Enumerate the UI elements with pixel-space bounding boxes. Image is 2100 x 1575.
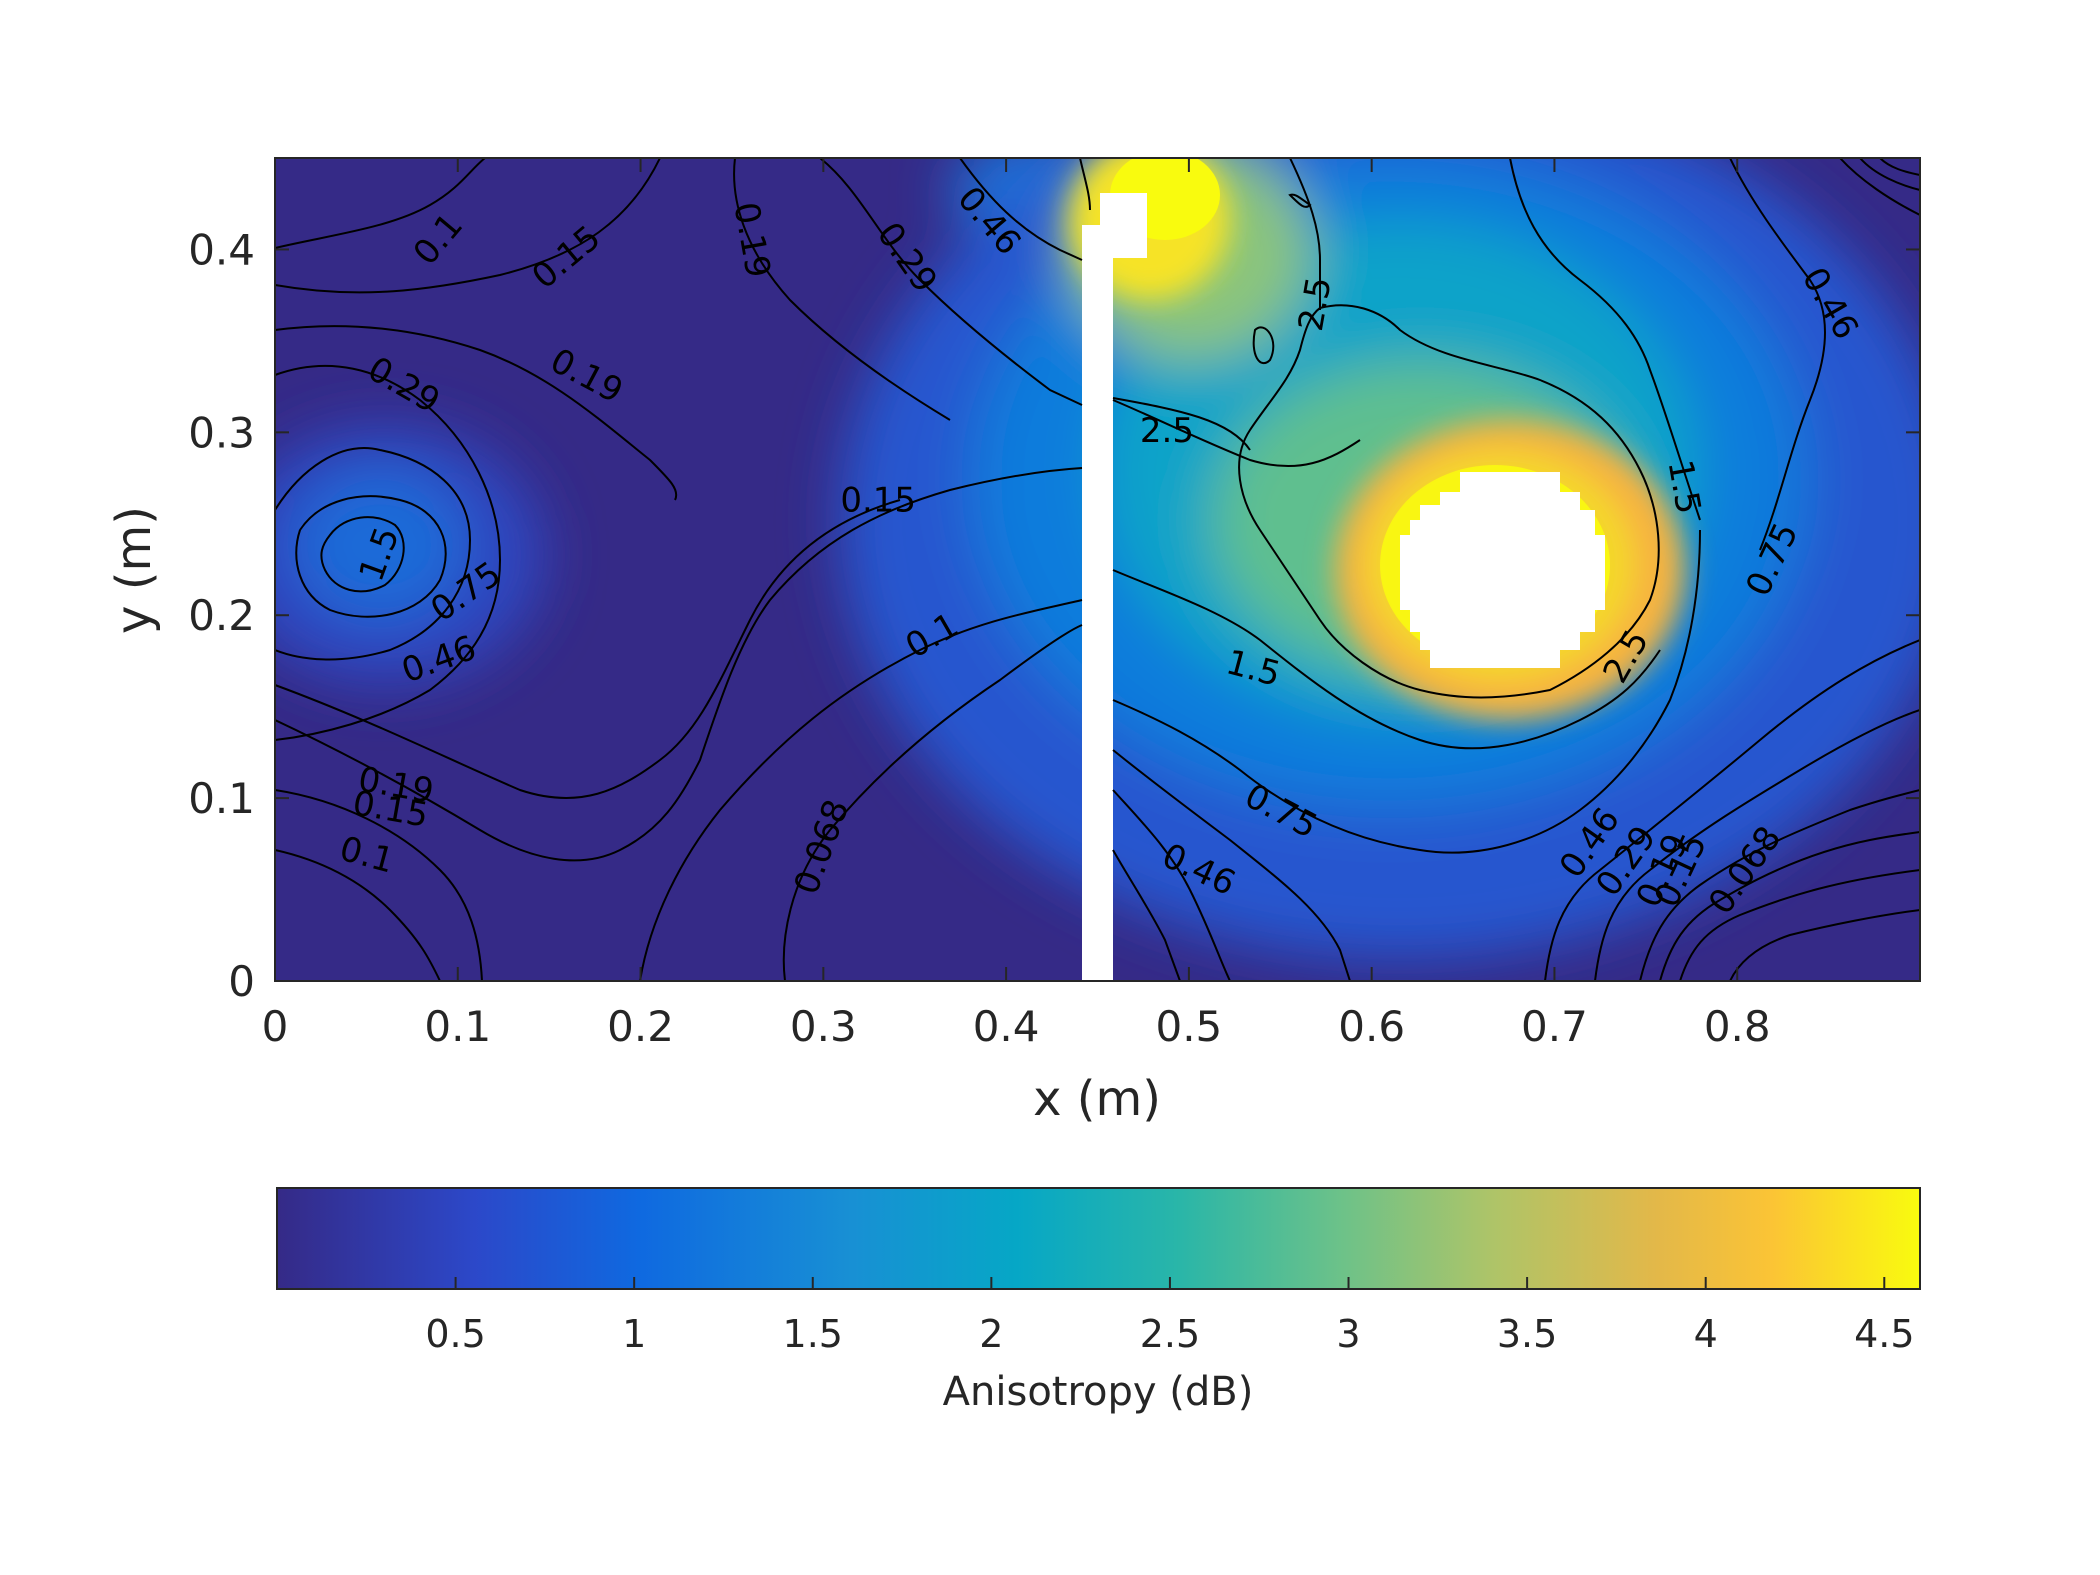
colorbar-tick-label: 4 <box>1694 1312 1718 1356</box>
masked-strip <box>1082 193 1147 981</box>
contour-line <box>1112 749 1351 981</box>
contour-line <box>1079 158 1091 211</box>
contour-line <box>295 495 447 618</box>
y-axis-title: y (m) <box>106 506 162 634</box>
y-tick-label: 0.4 <box>188 225 255 274</box>
contour-line <box>1112 569 1661 750</box>
colorbar-tick-label: 1.5 <box>783 1312 843 1356</box>
plot-frame <box>274 157 1921 982</box>
contour-line <box>1289 158 1321 310</box>
y-tick-label: 0.3 <box>188 408 255 457</box>
x-tick-label: 0.8 <box>1704 1002 1771 1051</box>
blob-left-inner <box>295 470 465 620</box>
colorbar-tick-label: 0.5 <box>425 1312 485 1356</box>
contour-line <box>819 158 1083 406</box>
colorbar-title: Anisotropy (dB) <box>943 1369 1254 1415</box>
contour-line <box>275 447 472 661</box>
masked-center-region <box>1400 472 1605 668</box>
x-axis-ticks: 0 0.1 0.2 0.3 0.4 0.5 0.6 0.7 0.8 <box>262 158 1771 1051</box>
contour-line <box>639 599 1083 981</box>
x-tick-label: 0.3 <box>790 1002 857 1051</box>
x-tick-label: 0.2 <box>607 1002 674 1051</box>
contour-line <box>1639 789 1920 981</box>
x-tick-label: 0.4 <box>973 1002 1040 1051</box>
contour-line <box>1288 193 1312 208</box>
x-tick-label: 0.5 <box>1155 1002 1222 1051</box>
contour-line <box>1879 158 1920 176</box>
x-tick-label: 0.7 <box>1521 1002 1588 1051</box>
contour-line <box>275 325 678 501</box>
contour-line <box>1112 399 1361 468</box>
contour-line <box>1252 326 1275 365</box>
x-axis-title: x (m) <box>1033 1071 1161 1127</box>
colorbar-tick-label: 4.5 <box>1854 1312 1914 1356</box>
colorbar-tick-label: 1 <box>622 1312 646 1356</box>
contour-line <box>1859 158 1920 191</box>
y-tick-label: 0 <box>228 957 255 1006</box>
contour-line <box>320 516 405 593</box>
contour-line <box>1238 304 1660 699</box>
colorbar-tick-label: 2.5 <box>1140 1312 1200 1356</box>
contour-line <box>1544 639 1920 981</box>
contour-line <box>1112 849 1181 981</box>
contour-line <box>275 789 483 981</box>
contour-line <box>959 158 1083 261</box>
colorbar-ticks: 0.5 1 1.5 2 2.5 3 3.5 4 4.5 <box>425 1277 1915 1356</box>
contour-line <box>1594 709 1920 981</box>
contour-line <box>1729 158 1826 551</box>
contour-label: 0.15 <box>840 480 916 520</box>
colorbar-tick-label: 3.5 <box>1497 1312 1557 1356</box>
contour-label: 2.5 <box>1140 411 1194 451</box>
colorbar-tick-label: 2 <box>979 1312 1003 1356</box>
contour-line <box>782 624 1083 981</box>
contour-line <box>733 158 951 421</box>
colorbar-tick-label: 3 <box>1336 1312 1360 1356</box>
contour-line <box>275 158 661 294</box>
contour-line <box>275 364 502 741</box>
contour-line <box>1659 831 1920 981</box>
contour-line <box>275 158 486 249</box>
heatmap-field: 0.1 0.15 0.19 0.29 0.460.29 0.190.150.10.0681… <box>275 158 1920 981</box>
contour-line <box>1839 158 1920 216</box>
contour-line <box>275 849 441 981</box>
y-axis-ticks: 0 0.1 0.2 0.3 0.4 <box>188 225 1920 1006</box>
contour-line <box>1112 397 1251 451</box>
colorbar <box>276 1187 1921 1290</box>
contour-label: 1.5 <box>1659 457 1708 517</box>
contour-line <box>1679 869 1920 981</box>
x-tick-label: 0.6 <box>1338 1002 1405 1051</box>
x-tick-label: 0 <box>262 1002 289 1051</box>
contour-line <box>1112 789 1231 981</box>
contour-line <box>1112 529 1701 854</box>
contour-lines <box>275 158 1920 981</box>
y-tick-label: 0.1 <box>188 774 255 823</box>
x-tick-label: 0.1 <box>424 1002 491 1051</box>
y-tick-label: 0.2 <box>188 591 255 640</box>
contour-line <box>275 499 901 799</box>
contour-line <box>1509 158 1701 521</box>
contour-line <box>1729 909 1920 981</box>
contour-line <box>275 467 1083 862</box>
contour-label: 2.5 <box>1291 274 1340 334</box>
